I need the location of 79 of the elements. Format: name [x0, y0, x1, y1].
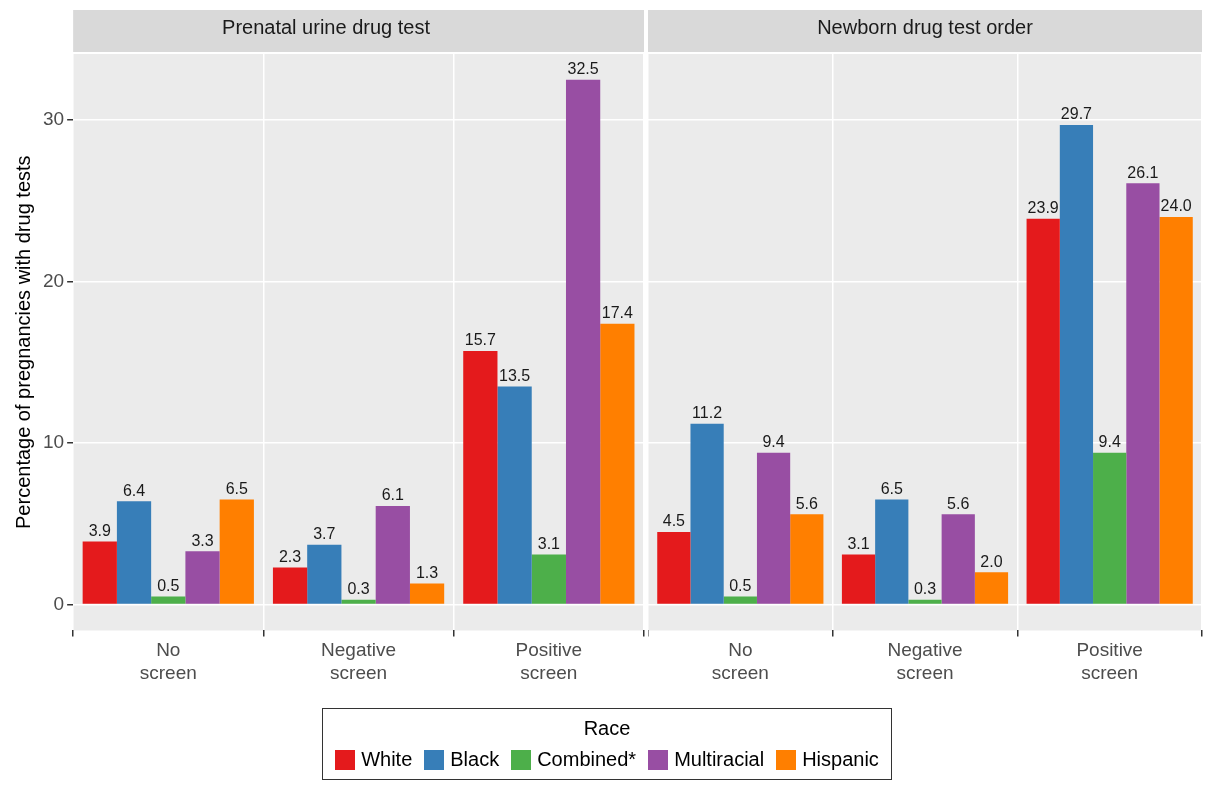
legend-label: Multiracial: [674, 748, 765, 771]
x-tick-label: Negative screen: [321, 639, 397, 683]
bar: [307, 544, 342, 604]
legend-title: Race: [582, 717, 632, 740]
data-label: 29.7: [1060, 105, 1093, 123]
bar: [1126, 183, 1160, 604]
data-label: 3.7: [313, 525, 336, 543]
legend-label: Hispanic: [802, 748, 879, 771]
data-label: 6.4: [122, 481, 146, 499]
bar: [841, 554, 876, 604]
bar: [151, 596, 186, 604]
bar: [1059, 125, 1094, 604]
x-tick-label: Negative screen: [887, 639, 963, 683]
data-label: 6.1: [381, 486, 405, 504]
data-label: 4.5: [662, 512, 686, 530]
chart-title: Newborn drug test order: [817, 15, 1034, 38]
data-label: 15.7: [464, 331, 497, 349]
data-label: 3.3: [191, 531, 214, 549]
data-label: 23.9: [1027, 199, 1059, 217]
bar: [600, 323, 635, 604]
bar: [657, 531, 691, 604]
bar: [219, 499, 254, 604]
legend-label: White: [361, 748, 413, 771]
y-tick-label: 10: [42, 431, 65, 453]
data-label: 13.5: [499, 367, 531, 385]
bar: [690, 423, 724, 604]
data-label: 3.1: [847, 534, 870, 552]
bar: [375, 506, 410, 604]
bar: [908, 599, 942, 604]
y-tick-label: 0: [53, 592, 65, 614]
bar: [497, 386, 532, 604]
bar: [1026, 218, 1060, 604]
data-label: 3.1: [537, 534, 561, 552]
data-label: 17.4: [601, 304, 634, 322]
x-tick-label: Positive screen: [515, 639, 583, 683]
bar: [531, 554, 566, 604]
x-tick-label: No screen: [711, 639, 769, 683]
y-tick-label: 30: [42, 108, 65, 130]
bar: [875, 499, 909, 604]
data-label: 2.0: [980, 552, 1003, 570]
data-label: 26.1: [1127, 163, 1159, 181]
bar: [790, 514, 824, 604]
data-label: 24.0: [1160, 197, 1192, 215]
data-label: 6.5: [880, 480, 903, 498]
data-label: 9.4: [1098, 433, 1121, 451]
bar: [185, 551, 220, 604]
data-label: 0.5: [157, 576, 180, 594]
data-label: 6.5: [225, 480, 248, 498]
bar: [463, 351, 498, 604]
data-label: 0.5: [729, 576, 752, 594]
bar: [974, 572, 1009, 604]
y-tick-label: 20: [42, 269, 65, 291]
data-label: 5.6: [947, 494, 970, 512]
bar: [272, 567, 308, 604]
data-label: 1.3: [415, 563, 439, 581]
bar: [116, 501, 152, 604]
data-label: 32.5: [567, 60, 599, 78]
bar: [565, 79, 601, 604]
data-label: 3.9: [88, 522, 111, 540]
x-tick-label: Positive screen: [1076, 639, 1143, 683]
data-label: 0.3: [347, 580, 370, 598]
bar: [756, 452, 791, 604]
bar: [82, 541, 117, 604]
y-axis-title: Percentage of pregnancies with drug tests: [11, 155, 34, 529]
bar: [1093, 452, 1127, 604]
data-label: 2.3: [278, 547, 302, 565]
chart-title: Prenatal urine drug test: [222, 15, 431, 38]
bar: [409, 583, 445, 604]
bar: [1159, 217, 1193, 604]
bar: [341, 599, 376, 604]
bar: [723, 596, 757, 604]
x-tick-label: No screen: [139, 639, 197, 683]
bar: [941, 514, 975, 604]
legend-label: Black: [450, 748, 500, 771]
data-label: 11.2: [692, 404, 723, 422]
data-label: 9.4: [762, 433, 785, 451]
legend-label: Combined*: [537, 748, 637, 771]
data-label: 0.3: [913, 580, 937, 598]
data-label: 5.6: [795, 494, 819, 512]
